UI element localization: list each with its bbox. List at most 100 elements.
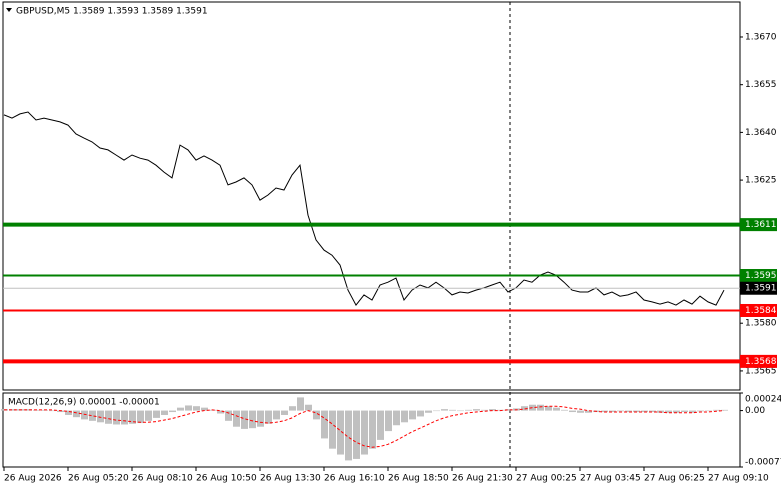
level-label-box [740,269,777,283]
price-line [3,111,725,307]
x-tick-label: 26 Aug 18:50 [388,474,449,484]
y-tick-label: 1.3625 [745,176,777,186]
histogram-bar [201,407,208,411]
histogram-bar [449,409,456,411]
histogram-bar [169,410,176,413]
histogram-bar [345,410,352,461]
histogram-bar [441,409,448,411]
histogram-bar [425,410,432,413]
histogram-bar [121,410,128,425]
histogram-bar [377,410,384,440]
histogram-bar [297,397,304,411]
histogram-bar [697,410,704,412]
x-tick-label: 26 Aug 05:20 [68,474,129,484]
histogram-bar [617,410,624,412]
level-label: 1.3595 [745,271,777,281]
histogram-bar [705,410,712,412]
histogram-bar [537,404,544,411]
histogram-bar [161,410,168,415]
y-tick-label: 0.00024 [745,395,781,405]
chart-title: GBPUSD,M5 1.3589 1.3593 1.3589 1.3591 [16,7,208,17]
x-tick-label: 26 Aug 13:30 [260,474,321,484]
histogram-bar [137,410,144,424]
x-tick-label: 26 Aug 10:50 [196,474,257,484]
histogram-bar [625,410,632,413]
histogram-bar [289,406,296,411]
histogram-bar [505,409,512,411]
y-tick-label: -0.00077 [745,458,781,468]
x-tick-label: 27 Aug 09:10 [708,474,769,484]
histogram-bar [385,410,392,432]
histogram-bar [649,410,656,413]
histogram-bar [177,407,184,411]
level-label-box [740,303,777,317]
histogram-bar [353,410,360,459]
menu-triangle [6,8,12,12]
histogram-bar [233,410,240,427]
histogram-bar [153,410,160,418]
last-price-box [740,281,777,295]
histogram-bar [609,410,616,413]
histogram-bar [481,409,488,411]
x-tick-label: 26 Aug 08:10 [132,474,193,484]
histogram-bar [81,410,88,420]
y-tick-label: 1.3565 [745,366,777,376]
histogram-bar [673,410,680,413]
histogram-bar [601,410,608,413]
histogram-bar [489,409,496,411]
histogram-bar [521,406,528,411]
histogram-bar [713,409,720,411]
histogram-bar [409,410,416,420]
histogram-bar [585,410,592,413]
histogram-bar [433,410,440,412]
histogram-bar [369,410,376,449]
x-tick-label: 26 Aug 2026 [4,474,62,484]
histogram-bar [145,410,152,421]
histogram-bar [721,409,728,411]
macd-panel [2,392,741,468]
x-tick-label: 26 Aug 21:30 [452,474,513,484]
histogram-bar [73,410,80,418]
histogram-bar [241,410,248,429]
histogram-bar [49,410,56,412]
histogram-bar [97,410,104,423]
histogram-bar [329,410,336,449]
histogram-bar [217,410,224,414]
histogram-bar [185,405,192,411]
level-label-box [740,354,777,368]
x-tick-label: 27 Aug 06:25 [644,474,705,484]
histogram-bar [561,409,568,411]
histogram-bar [193,406,200,411]
histogram-bar [553,407,560,411]
histogram-bar [665,410,672,413]
histogram-bar [337,410,344,455]
level-label: 1.3584 [745,306,777,316]
price-panel [2,1,741,391]
histogram-bar [401,410,408,423]
histogram-bar [113,410,120,425]
histogram-bar [249,410,256,429]
histogram-bar [65,410,72,415]
histogram-bar [689,410,696,413]
histogram-bar [265,410,272,424]
level-label-box [740,218,777,232]
histogram-bar [305,404,312,411]
histogram-bar [257,410,264,427]
signal-line [4,405,725,448]
histogram-bar [313,410,320,420]
histogram-bar [361,410,368,455]
histogram-bar [457,410,464,412]
last-price-label: 1.3591 [745,284,777,294]
histogram-bar [105,410,112,424]
x-tick-label: 26 Aug 16:10 [324,474,385,484]
level-label: 1.3568 [745,357,777,367]
histogram-bar [273,410,280,420]
histogram-bar [129,410,136,424]
histogram-bar [681,410,688,413]
histogram-bar [465,409,472,411]
histogram-bar [417,410,424,417]
histogram-bar [25,409,32,411]
histogram-bar [577,410,584,413]
